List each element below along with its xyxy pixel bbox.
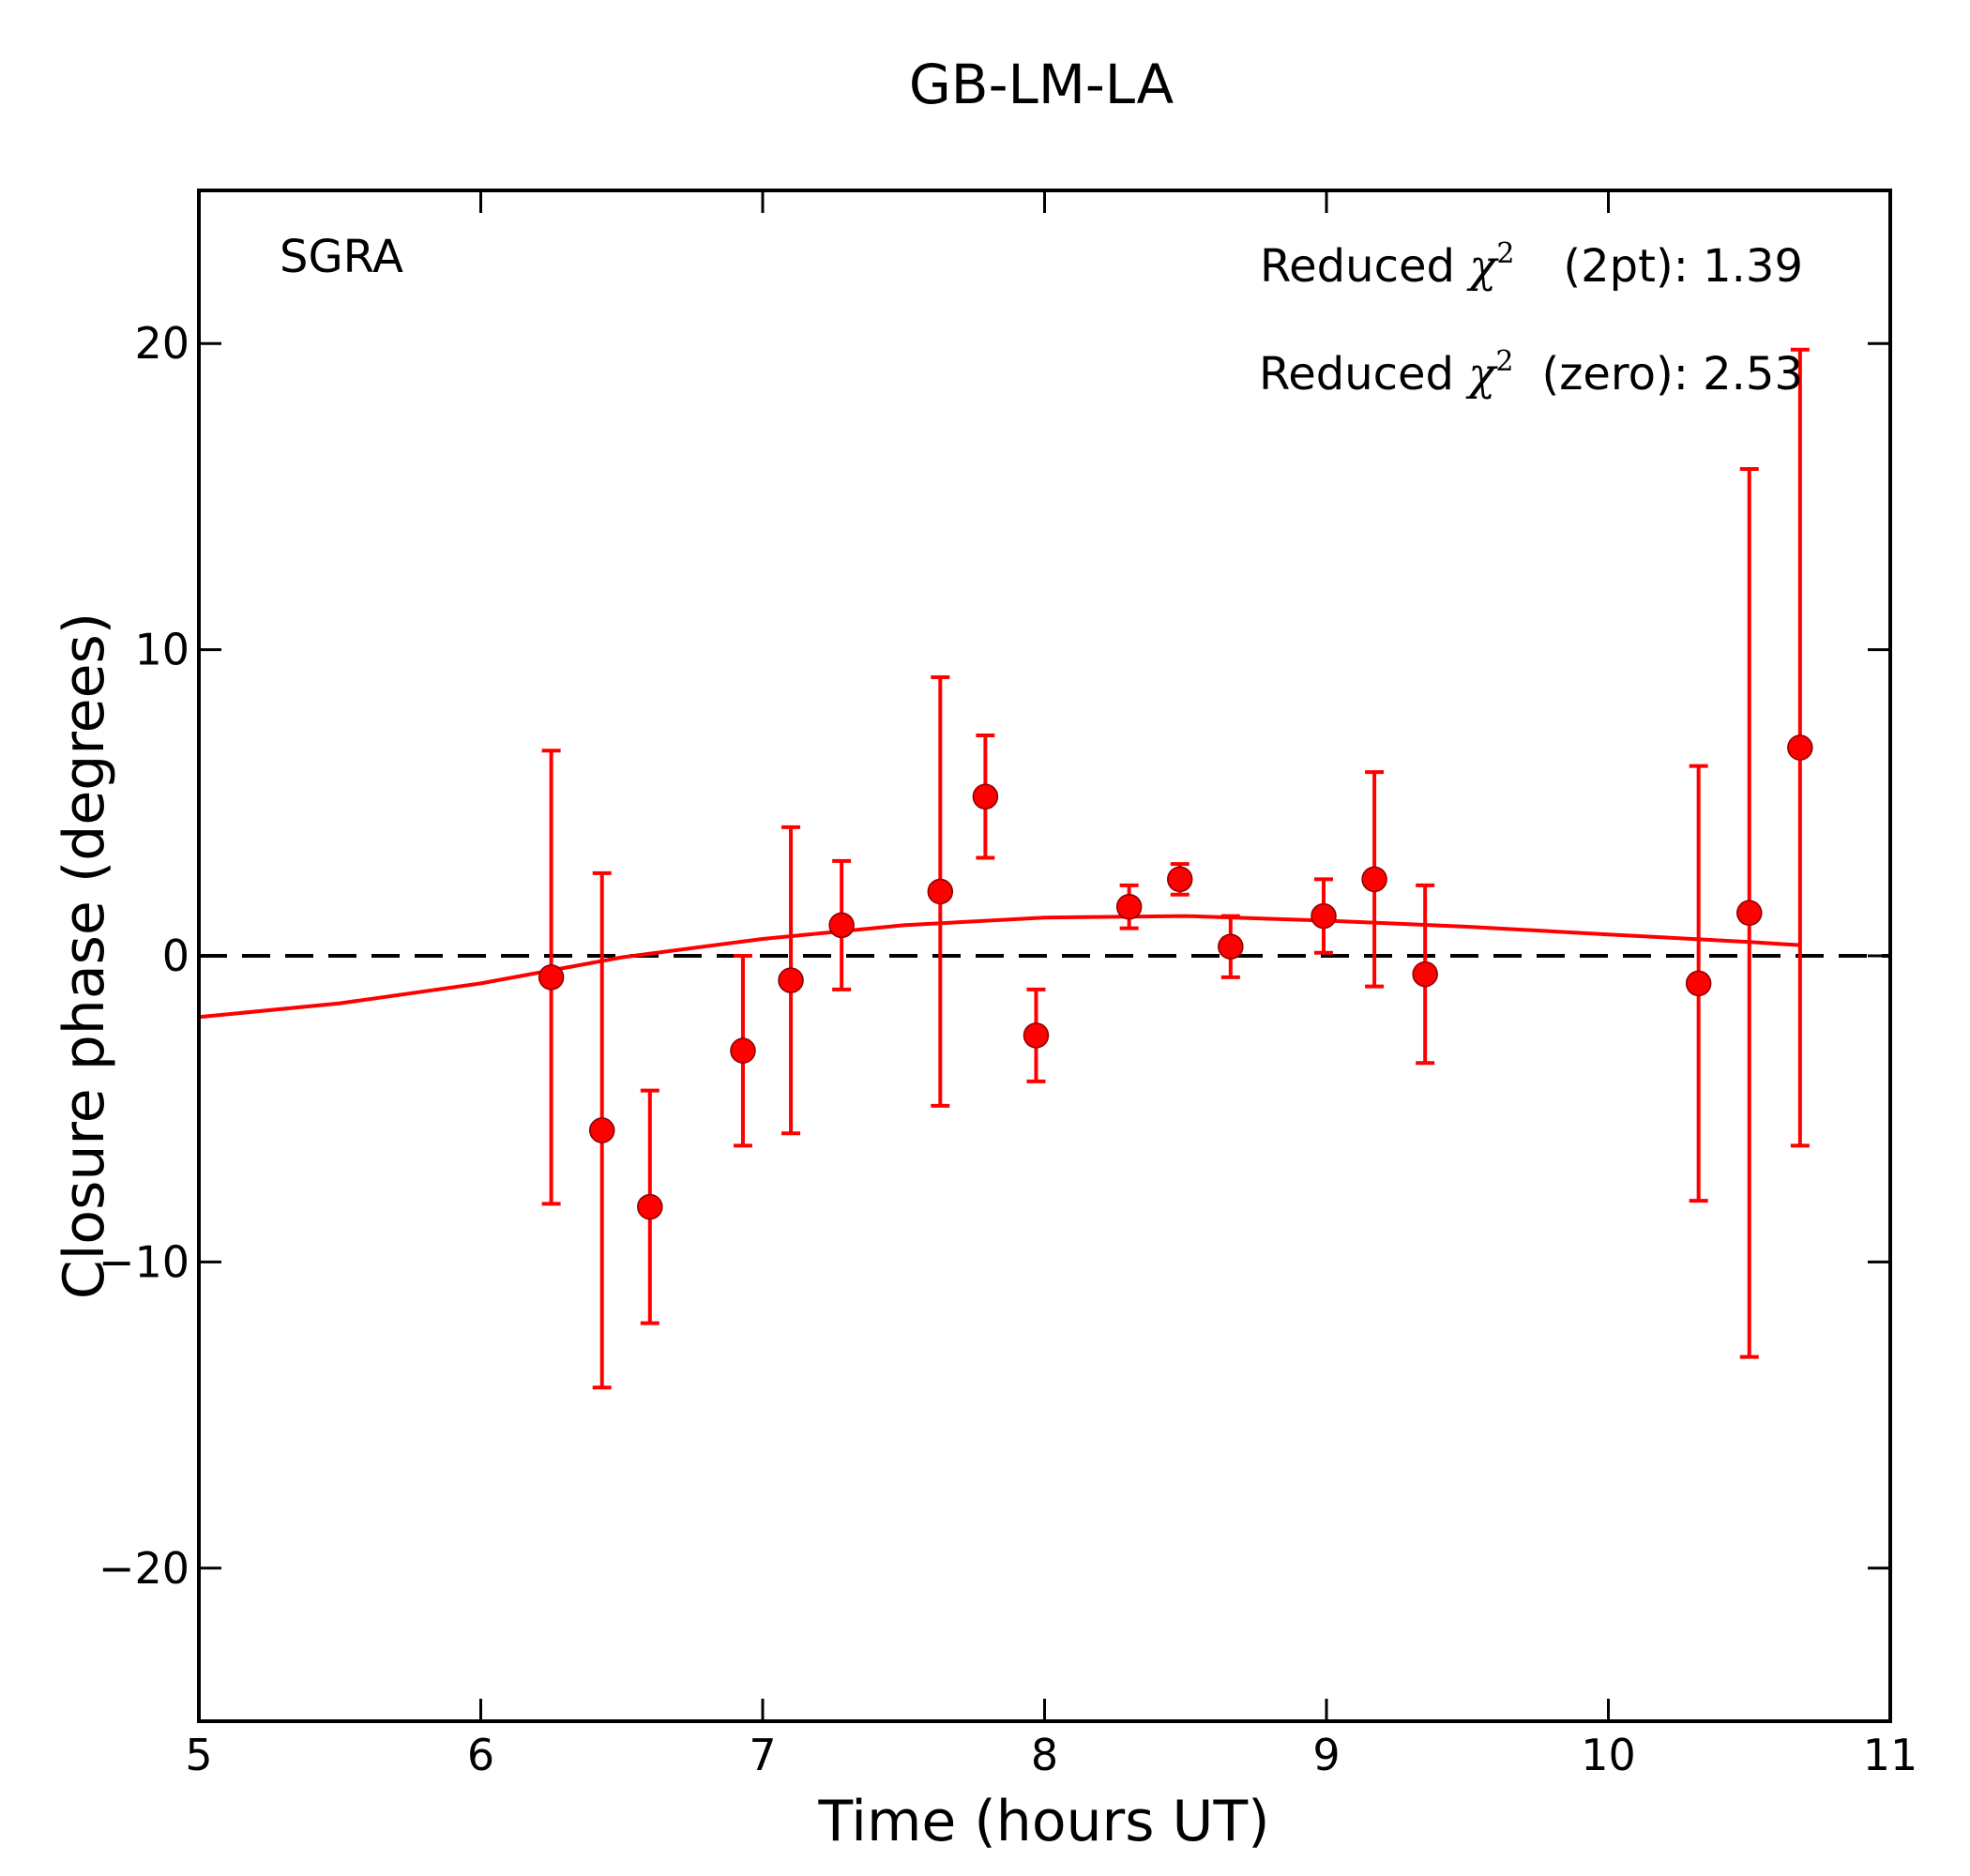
data-point [637,1193,663,1220]
y-tick-label: 0 [162,930,189,981]
chi-exponent-2: 2 [1495,345,1513,378]
y-tick-label: 20 [134,318,189,369]
x-tick-label: 9 [1312,1730,1340,1780]
x-axis-label: Time (hours UT) [817,1789,1269,1854]
y-tick-label: −10 [98,1236,189,1287]
axis-ticks: 5 6 7 8 9 10 11 20 10 0 −10 −20 [98,190,1917,1780]
data-point [1787,734,1813,761]
chi-symbol-1: χ [1466,240,1499,293]
chi-symbol-2: χ [1465,348,1498,401]
x-tick-label: 5 [185,1730,212,1780]
data-point [972,783,999,810]
x-tick-label: 8 [1031,1730,1058,1780]
chart-title: GB-LM-LA [909,53,1174,116]
stats-line-1-value: (2pt): 1.39 [1563,240,1803,293]
x-tick-label: 7 [749,1730,776,1780]
data-point [778,967,804,993]
y-tick-label: −20 [98,1543,189,1594]
stats-line-1-prefix: Reduced [1260,240,1469,293]
plot-marks [198,347,1890,1390]
data-point [1412,961,1438,988]
data-point [1115,894,1143,920]
data-point [927,878,954,905]
stats-line-2-value: (zero): 2.53 [1541,348,1803,401]
data-point [1023,1022,1050,1049]
fit-curve [198,914,1800,1020]
data-point [1311,902,1337,930]
y-tick-label: 10 [134,625,189,675]
stats-line-2-prefix: Reduced [1259,348,1468,401]
data-point [1736,900,1763,927]
data-point [1361,866,1387,893]
data-point [828,912,855,939]
data-point [588,1117,615,1143]
chi-exponent-1: 2 [1496,237,1514,270]
x-tick-label: 6 [467,1730,494,1780]
y-axis-label: Closure phase (degrees) [52,613,117,1299]
x-tick-label: 11 [1863,1730,1918,1780]
data-point [1685,970,1712,997]
data-point [730,1037,756,1064]
source-label: SGRA [280,231,403,283]
data-point [1218,933,1244,960]
stats-line-2: Reduced χ2 (zero): 2.53 [1259,345,1803,401]
x-tick-label: 10 [1581,1730,1636,1780]
data-point [1166,866,1193,893]
stats-line-1: Reduced χ2 (2pt): 1.39 [1260,237,1803,293]
data-point [538,964,565,991]
